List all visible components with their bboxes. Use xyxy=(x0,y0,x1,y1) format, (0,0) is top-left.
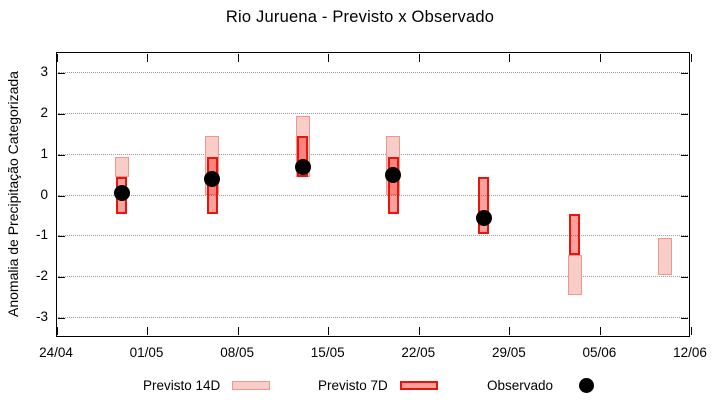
x-tick-mark-bottom xyxy=(599,327,601,335)
previsto-7d-swatch xyxy=(399,380,438,390)
x-tick-mark-top xyxy=(328,54,330,62)
x-tick-label: 15/05 xyxy=(310,345,345,360)
x-tick-mark-top xyxy=(56,54,58,62)
x-tick-mark-bottom xyxy=(328,327,330,335)
y-tick-label: -2 xyxy=(35,267,48,283)
previsto-7d-bar xyxy=(387,156,399,214)
x-tick-label: 08/05 xyxy=(220,345,255,360)
legend: Previsto 14D Previsto 7D Observado xyxy=(0,376,720,396)
y-tick-label: 1 xyxy=(40,145,48,161)
previsto-7d-bar xyxy=(297,136,309,178)
x-tick-label: 05/06 xyxy=(582,345,617,360)
x-tick-label: 29/05 xyxy=(491,345,526,360)
previsto-7d-bar xyxy=(569,213,581,255)
observado-dot xyxy=(113,185,130,202)
y-tick-mark-right xyxy=(681,236,688,238)
gridline xyxy=(58,275,688,277)
y-tick-mark-right xyxy=(681,317,688,319)
observado-dot xyxy=(294,159,311,175)
y-tick-mark-left xyxy=(58,114,65,116)
observado-dot xyxy=(385,167,402,184)
observado-dot xyxy=(475,209,492,226)
y-tick-mark-left xyxy=(58,154,65,156)
y-tick-label: 3 xyxy=(40,64,48,80)
legend-item-observado: Observado xyxy=(487,376,595,394)
y-tick-mark-left xyxy=(58,276,65,278)
legend-label-previsto-7d: Previsto 7D xyxy=(318,377,388,393)
legend-item-previsto-7d: Previsto 7D xyxy=(318,376,438,394)
x-tick-mark-top xyxy=(147,54,149,62)
y-tick-mark-right xyxy=(681,114,688,116)
previsto-14d-bar xyxy=(658,238,673,275)
x-tick-label: 24/04 xyxy=(39,345,73,360)
x-tick-mark-bottom xyxy=(237,327,239,335)
y-tick-label: -3 xyxy=(35,308,48,324)
x-tick-mark-bottom xyxy=(509,327,511,335)
y-tick-mark-left xyxy=(58,195,65,197)
y-tick-label: 2 xyxy=(40,105,48,121)
plot-area xyxy=(56,52,692,337)
observado-dot xyxy=(204,171,221,188)
x-tick-mark-bottom xyxy=(147,327,149,335)
x-tick-label: 22/05 xyxy=(401,345,436,360)
previsto-14d-swatch xyxy=(232,380,271,390)
x-tick-mark-top xyxy=(237,54,239,62)
x-tick-mark-bottom xyxy=(418,327,420,335)
gridline xyxy=(58,113,688,115)
x-tick-mark-top xyxy=(418,54,420,62)
previsto-14d-bar xyxy=(567,254,582,296)
y-tick-label: 0 xyxy=(40,186,48,202)
previsto-7d-bar xyxy=(478,177,490,235)
legend-label-observado: Observado xyxy=(487,377,554,393)
x-tick-mark-top xyxy=(690,54,692,62)
gridline xyxy=(58,316,688,318)
gridline xyxy=(58,235,688,237)
gridline xyxy=(58,72,688,74)
y-tick-mark-right xyxy=(681,73,688,75)
gridline xyxy=(58,153,688,155)
y-tick-label: -1 xyxy=(35,227,48,243)
x-tick-label: 12/06 xyxy=(673,345,707,360)
x-tick-mark-top xyxy=(509,54,511,62)
previsto-14d-bar xyxy=(114,156,129,178)
gridline xyxy=(58,194,688,196)
y-tick-mark-right xyxy=(681,154,688,156)
observado-swatch-dot xyxy=(579,377,595,393)
x-tick-label: 01/05 xyxy=(129,345,164,360)
y-tick-mark-right xyxy=(681,276,688,278)
chart-title: Rio Juruena - Previsto x Observado xyxy=(225,8,495,26)
y-tick-mark-left xyxy=(58,236,65,238)
y-tick-mark-left xyxy=(58,317,65,319)
legend-label-previsto-14d: Previsto 14D xyxy=(143,377,221,393)
legend-item-previsto-14d: Previsto 14D xyxy=(143,376,271,394)
x-tick-mark-top xyxy=(599,54,601,62)
x-tick-mark-bottom xyxy=(56,327,58,335)
x-tick-mark-bottom xyxy=(690,327,692,335)
y-tick-mark-right xyxy=(681,195,688,197)
y-tick-mark-left xyxy=(58,73,65,75)
